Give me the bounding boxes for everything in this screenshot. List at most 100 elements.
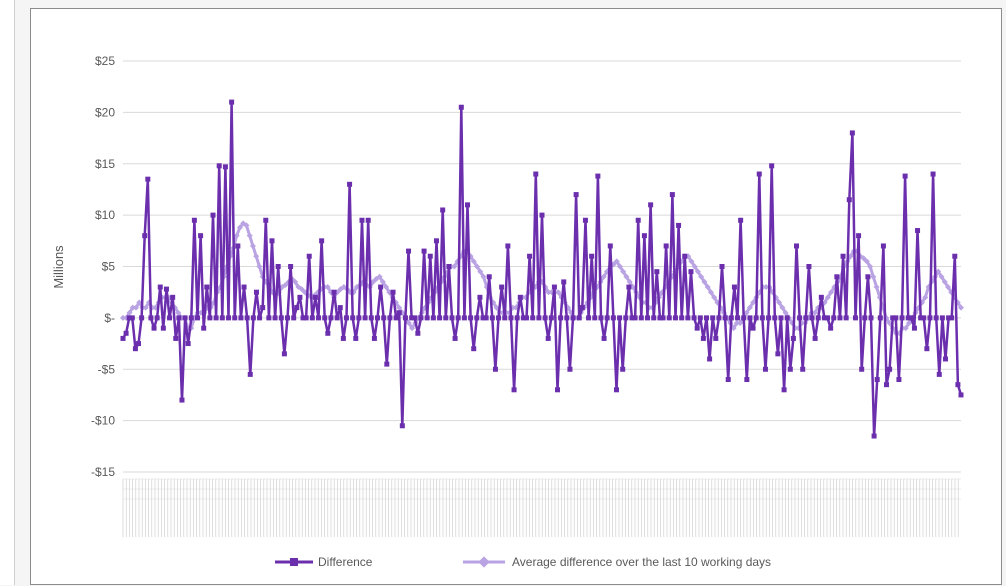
data-point [922, 294, 929, 301]
data-point [204, 284, 210, 290]
data-point [163, 286, 169, 292]
data-point [558, 315, 564, 321]
data-point [213, 315, 219, 321]
data-point [955, 382, 961, 388]
data-point [613, 387, 619, 393]
data-point [496, 315, 502, 321]
data-point [834, 274, 840, 280]
data-point [129, 304, 136, 311]
data-point [470, 258, 477, 265]
data-point [859, 366, 865, 372]
data-point [769, 163, 775, 169]
data-point [697, 315, 703, 321]
data-point [871, 433, 877, 439]
data-point [660, 315, 666, 321]
data-point [750, 325, 756, 331]
data-point [738, 217, 744, 223]
data-point [545, 289, 552, 296]
data-point [899, 315, 905, 321]
data-point [877, 315, 883, 321]
data-point [733, 320, 740, 327]
data-point [530, 315, 536, 321]
data-point [893, 315, 899, 321]
data-point [294, 305, 300, 311]
data-point [370, 278, 377, 285]
data-point [244, 315, 250, 321]
data-point [207, 315, 213, 321]
data-point [480, 273, 487, 280]
data-point [908, 315, 914, 321]
data-point [247, 371, 253, 377]
data-point [424, 315, 430, 321]
data-point [523, 315, 529, 321]
data-point [772, 315, 778, 321]
data-point [623, 273, 630, 280]
data-point [586, 315, 592, 321]
data-point [884, 382, 890, 388]
data-point [458, 104, 464, 110]
data-point [489, 315, 495, 321]
data-point [886, 320, 893, 327]
data-point [477, 268, 484, 275]
data-point [297, 294, 303, 300]
data-point [233, 232, 240, 239]
data-point [185, 341, 191, 347]
data-point [747, 315, 753, 321]
data-point [210, 212, 216, 218]
data-point [260, 305, 266, 311]
data-point [440, 207, 446, 213]
data-point [694, 268, 701, 275]
data-point [393, 315, 399, 321]
data-point [958, 392, 964, 398]
data-point [176, 315, 182, 321]
data-point [506, 309, 513, 316]
data-point [595, 173, 601, 179]
data-point [654, 269, 660, 275]
data-point [794, 243, 800, 249]
data-point [669, 192, 675, 198]
data-point [405, 320, 412, 327]
data-point [272, 315, 278, 321]
data-point [201, 325, 207, 331]
data-point [316, 315, 322, 321]
data-point [520, 315, 526, 321]
data-point [635, 217, 641, 223]
data-point [570, 315, 576, 321]
data-point [815, 315, 821, 321]
data-point [862, 315, 868, 321]
data-point [353, 335, 359, 341]
data-point [778, 315, 784, 321]
data-point [873, 284, 880, 291]
data-point [576, 315, 582, 321]
data-point [938, 273, 945, 280]
data-point [663, 243, 669, 249]
data-point [952, 253, 958, 259]
data-point [811, 309, 818, 316]
data-point [328, 315, 334, 321]
data-point [800, 366, 806, 372]
data-point [365, 217, 371, 223]
data-point [256, 263, 263, 270]
data-point [474, 315, 480, 321]
data-point [415, 330, 421, 336]
data-point [616, 263, 623, 270]
data-point [303, 315, 309, 321]
data-point [719, 264, 725, 269]
data-point [238, 315, 244, 321]
data-point [753, 315, 759, 321]
data-point [288, 264, 294, 269]
data-point [629, 315, 635, 321]
data-point [427, 253, 433, 259]
data-point [399, 423, 405, 429]
data-point [629, 284, 636, 291]
data-point [292, 278, 299, 285]
y-tick-label: $5 [102, 260, 116, 274]
data-point [232, 315, 238, 321]
data-point [350, 315, 356, 321]
data-point [915, 228, 921, 234]
data-point [132, 304, 139, 311]
data-point [704, 284, 711, 291]
data-point [831, 315, 837, 321]
data-point [607, 243, 613, 249]
data-point [784, 315, 790, 321]
